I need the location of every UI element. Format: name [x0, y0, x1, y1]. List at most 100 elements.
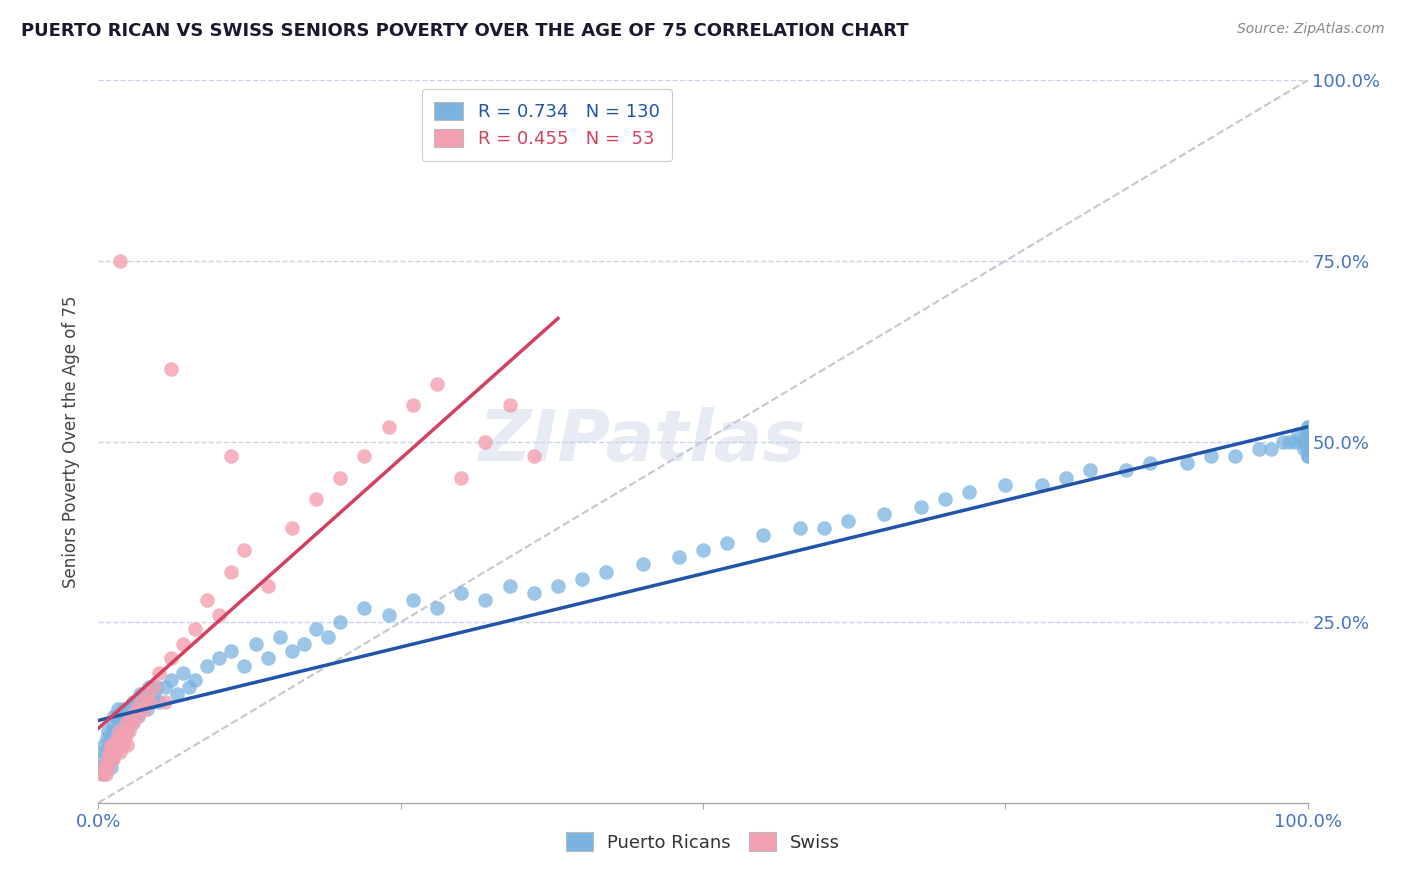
Point: [184, 673, 207, 687]
Point: [135, 687, 157, 701]
Point: [101, 752, 124, 766]
Point: [117, 738, 139, 752]
Point: [1286, 427, 1309, 442]
Point: [474, 434, 496, 449]
Point: [111, 738, 134, 752]
Point: [1296, 420, 1319, 434]
Point: [1199, 449, 1222, 463]
Point: [1175, 456, 1198, 470]
Point: [450, 586, 472, 600]
Point: [112, 723, 135, 738]
Point: [94, 760, 117, 774]
Point: [1054, 470, 1077, 484]
Point: [118, 702, 141, 716]
Point: [107, 731, 129, 745]
Point: [153, 695, 176, 709]
Point: [103, 738, 125, 752]
Point: [281, 644, 304, 658]
Point: [426, 376, 449, 391]
Point: [100, 745, 122, 759]
Text: ZIPatlas: ZIPatlas: [479, 407, 806, 476]
Point: [114, 716, 136, 731]
Point: [93, 738, 115, 752]
Point: [160, 651, 183, 665]
Point: [100, 752, 122, 766]
Point: [1272, 434, 1295, 449]
Point: [256, 579, 278, 593]
Point: [184, 623, 207, 637]
Point: [1296, 420, 1319, 434]
Point: [1296, 442, 1319, 456]
Point: [105, 709, 128, 723]
Point: [108, 253, 131, 268]
Point: [910, 500, 932, 514]
Point: [100, 731, 122, 745]
Legend: Puerto Ricans, Swiss: Puerto Ricans, Swiss: [558, 825, 848, 859]
Point: [1296, 449, 1319, 463]
Point: [1139, 456, 1161, 470]
Point: [426, 600, 449, 615]
Point: [100, 752, 122, 766]
Point: [353, 600, 375, 615]
Point: [1292, 442, 1315, 456]
Point: [107, 702, 129, 716]
Point: [101, 716, 124, 731]
Point: [377, 607, 399, 622]
Point: [96, 731, 118, 745]
Point: [1278, 434, 1301, 449]
Point: [127, 695, 149, 709]
Point: [292, 637, 315, 651]
Point: [498, 579, 520, 593]
Point: [160, 673, 183, 687]
Point: [1294, 434, 1316, 449]
Point: [104, 723, 127, 738]
Point: [1296, 442, 1319, 456]
Point: [1296, 427, 1319, 442]
Point: [138, 680, 160, 694]
Text: Source: ZipAtlas.com: Source: ZipAtlas.com: [1237, 22, 1385, 37]
Point: [143, 687, 166, 701]
Point: [153, 680, 176, 694]
Point: [118, 723, 141, 738]
Point: [281, 521, 304, 535]
Point: [1296, 427, 1319, 442]
Point: [104, 745, 127, 759]
Point: [96, 752, 118, 766]
Point: [135, 702, 157, 716]
Point: [94, 767, 117, 781]
Point: [232, 658, 254, 673]
Point: [120, 702, 142, 716]
Point: [118, 716, 141, 731]
Point: [97, 723, 120, 738]
Point: [208, 651, 231, 665]
Point: [523, 449, 546, 463]
Point: [994, 478, 1017, 492]
Point: [1260, 442, 1282, 456]
Point: [100, 723, 122, 738]
Point: [103, 738, 125, 752]
Point: [595, 565, 617, 579]
Point: [474, 593, 496, 607]
Point: [232, 542, 254, 557]
Point: [91, 767, 114, 781]
Point: [97, 760, 120, 774]
Point: [1296, 434, 1319, 449]
Point: [402, 593, 425, 607]
Point: [139, 695, 162, 709]
Point: [108, 745, 131, 759]
Point: [692, 542, 714, 557]
Point: [353, 449, 375, 463]
Point: [100, 745, 122, 759]
Point: [195, 658, 218, 673]
Point: [108, 723, 131, 738]
Point: [111, 731, 134, 745]
Point: [148, 695, 170, 709]
Point: [377, 420, 399, 434]
Point: [143, 680, 166, 694]
Point: [547, 579, 569, 593]
Point: [1249, 442, 1271, 456]
Point: [129, 702, 152, 716]
Point: [221, 565, 243, 579]
Point: [245, 637, 267, 651]
Point: [134, 702, 156, 716]
